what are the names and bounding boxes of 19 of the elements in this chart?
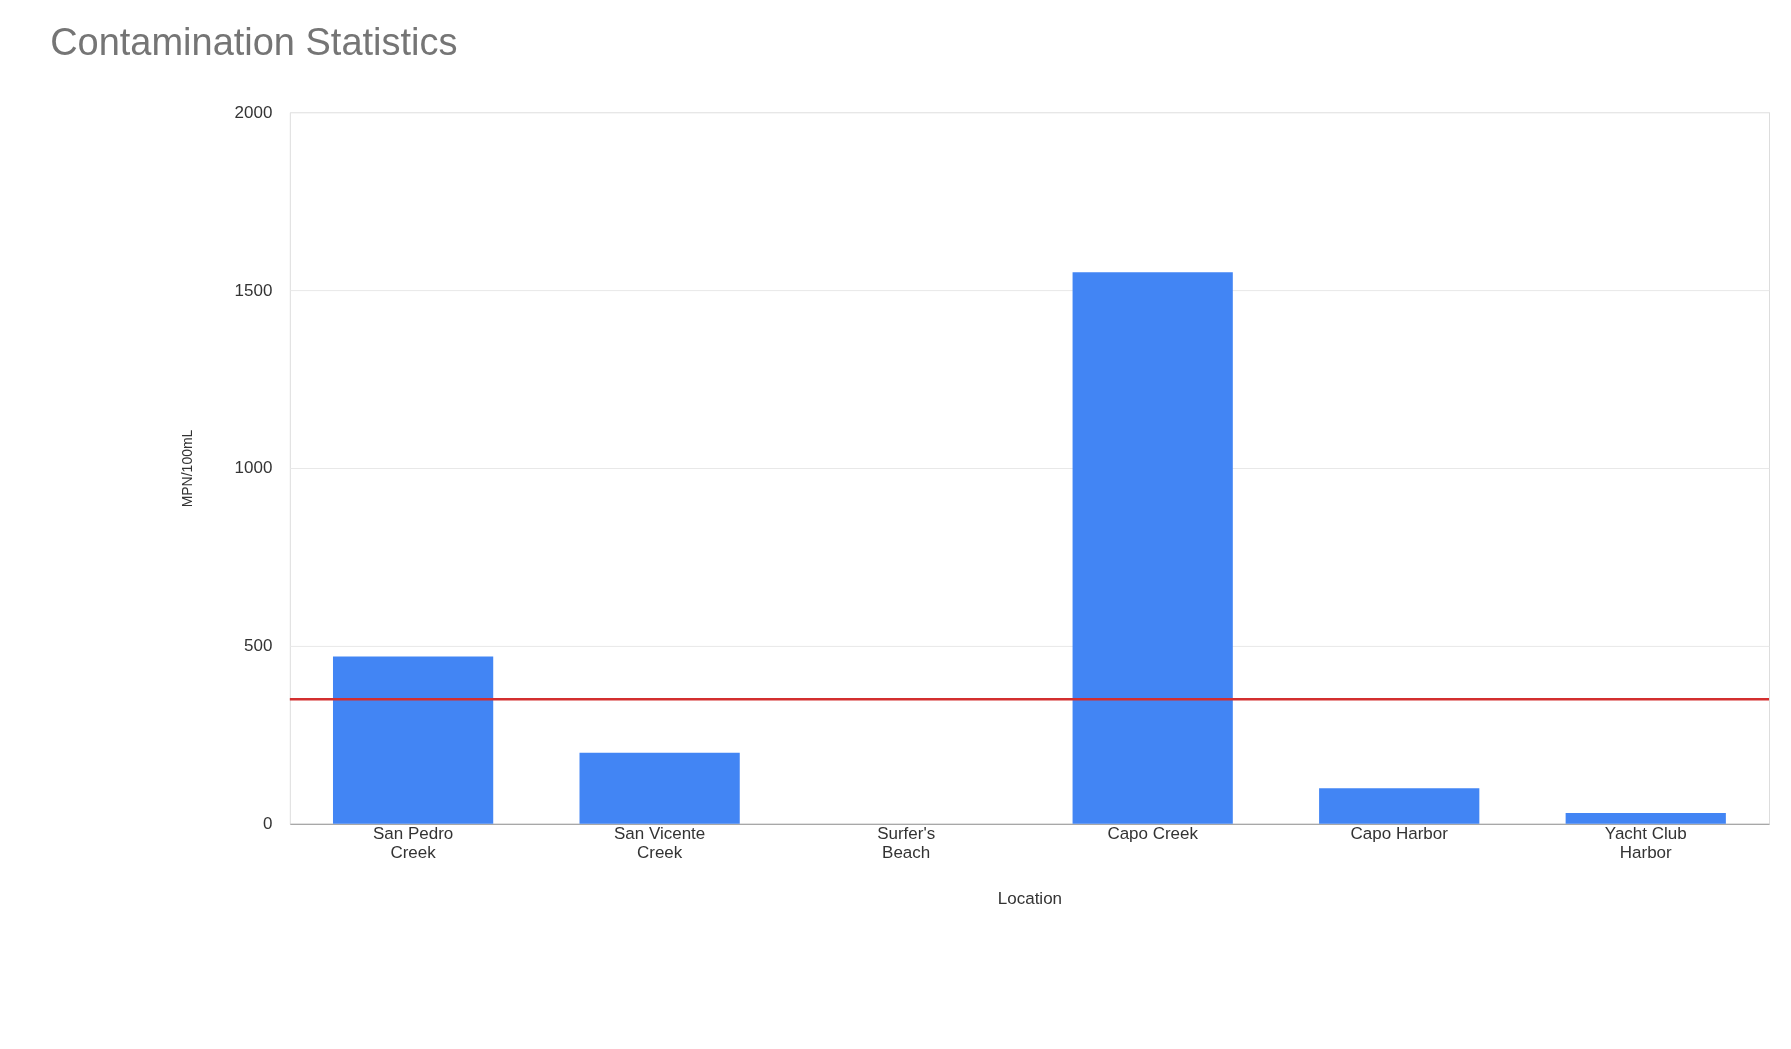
bar [332, 656, 494, 824]
bar [579, 752, 740, 824]
y-tick-label: 0 [262, 814, 273, 834]
x-axis-title: Location [997, 889, 1063, 909]
bar [1072, 272, 1233, 824]
x-tick-label: San Pedro Creek [372, 824, 454, 863]
x-tick-label: San Vicente Creek [613, 824, 706, 863]
x-tick-label: Capo Harbor [1350, 824, 1449, 844]
bar [1319, 788, 1480, 824]
y-tick-label: 1000 [234, 458, 273, 478]
x-tick-label: Surfer's Beach [877, 824, 936, 863]
y-axis-title: MPN/100mL [178, 429, 195, 508]
y-tick-label: 500 [244, 636, 273, 656]
bar [1565, 813, 1726, 824]
x-tick-label: Capo Creek [1107, 824, 1199, 844]
x-tick-label: Yacht Club Harbor [1604, 824, 1687, 863]
y-tick-label: 2000 [234, 102, 273, 122]
y-tick-label: 1500 [234, 280, 273, 300]
chart-title: Contamination Statistics [50, 21, 458, 64]
